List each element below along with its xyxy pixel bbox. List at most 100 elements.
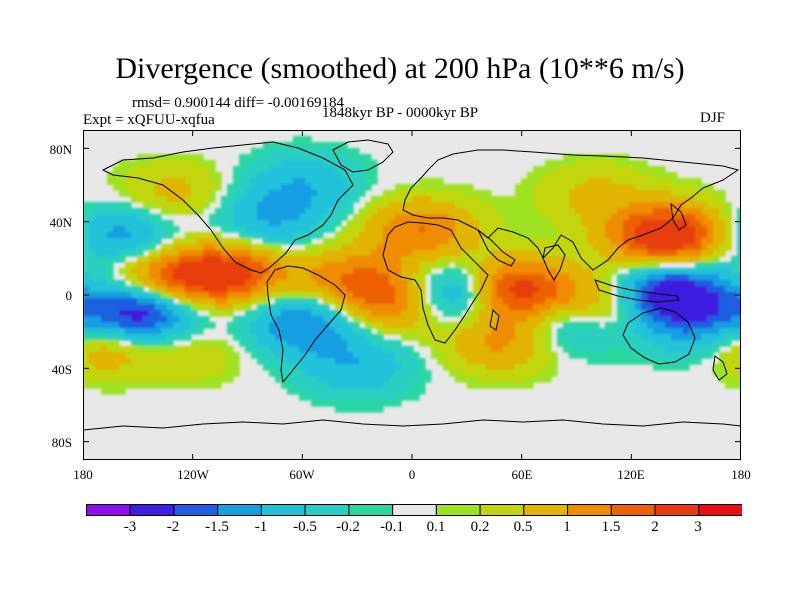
contour-cell: [539, 358, 546, 365]
contour-cell: [353, 160, 360, 167]
contour-cell: [575, 286, 582, 293]
contour-cell: [119, 322, 126, 329]
contour-cell: [659, 190, 666, 197]
contour-cell: [581, 184, 588, 191]
contour-cell: [233, 166, 240, 173]
contour-cell: [551, 238, 558, 245]
contour-cell: [89, 322, 96, 329]
contour-cell: [401, 298, 408, 305]
contour-cell: [509, 280, 516, 287]
contour-cell: [155, 382, 162, 389]
contour-cell: [437, 340, 444, 347]
contour-cell: [149, 334, 156, 341]
contour-cell: [539, 178, 546, 185]
contour-cell: [287, 196, 294, 203]
contour-cell: [629, 244, 636, 251]
contour-cell: [671, 208, 678, 215]
contour-cell: [221, 274, 228, 281]
contour-cell: [497, 244, 504, 251]
contour-cell: [587, 280, 594, 287]
contour-cell: [155, 274, 162, 281]
contour-cell: [305, 322, 312, 329]
contour-cell: [323, 208, 330, 215]
contour-cell: [137, 334, 144, 341]
contour-cell: [689, 346, 696, 353]
contour-cell: [167, 340, 174, 347]
contour-cell: [557, 334, 564, 341]
contour-cell: [377, 370, 384, 377]
contour-cell: [137, 310, 144, 317]
contour-cell: [527, 298, 534, 305]
contour-cell: [707, 322, 714, 329]
contour-cell: [179, 250, 186, 257]
contour-cell: [161, 262, 168, 269]
contour-cell: [599, 286, 606, 293]
contour-cell: [95, 268, 102, 275]
contour-cell: [155, 262, 162, 269]
contour-cell: [485, 190, 492, 197]
contour-cell: [563, 166, 570, 173]
colorbar-label: -2: [166, 519, 180, 535]
contour-cell: [575, 256, 582, 263]
contour-cell: [413, 250, 420, 257]
contour-cell: [347, 334, 354, 341]
contour-cell: [233, 286, 240, 293]
contour-cell: [113, 166, 120, 173]
contour-cell: [119, 160, 126, 167]
contour-cell: [119, 346, 126, 353]
contour-cell: [365, 232, 372, 239]
contour-cell: [245, 220, 252, 227]
contour-cell: [497, 370, 504, 377]
contour-cell: [215, 286, 222, 293]
contour-cell: [263, 190, 270, 197]
contour-cell: [593, 160, 600, 167]
contour-cell: [179, 274, 186, 281]
contour-cell: [641, 214, 648, 221]
contour-cell: [143, 202, 150, 209]
contour-cell: [113, 340, 120, 347]
contour-cell: [131, 208, 138, 215]
contour-cell: [263, 250, 270, 257]
contour-cell: [191, 304, 198, 311]
contour-cell: [143, 352, 150, 359]
north-america-coastline: [101, 141, 354, 274]
contour-cell: [557, 316, 564, 323]
contour-cell: [425, 196, 432, 203]
contour-cell: [269, 286, 276, 293]
contour-cell: [425, 190, 432, 197]
contour-cell: [173, 346, 180, 353]
contour-cell: [443, 226, 450, 233]
contour-cell: [443, 238, 450, 245]
contour-cell: [335, 346, 342, 353]
contour-cell: [551, 274, 558, 281]
contour-cell: [665, 238, 672, 245]
contour-cell: [527, 322, 534, 329]
contour-cell: [83, 352, 90, 359]
contour-cell: [389, 352, 396, 359]
contour-cell: [191, 160, 198, 167]
contour-cell: [419, 262, 426, 269]
contour-cell: [641, 280, 648, 287]
contour-cell: [557, 214, 564, 221]
contour-cell: [641, 172, 648, 179]
contour-cell: [113, 304, 120, 311]
contour-cell: [371, 340, 378, 347]
contour-cell: [491, 298, 498, 305]
contour-cell: [227, 364, 234, 371]
contour-cell: [305, 292, 312, 299]
contour-cell: [701, 256, 708, 263]
contour-cell: [545, 370, 552, 377]
contour-cell: [293, 352, 300, 359]
contour-cell: [695, 304, 702, 311]
contour-cell: [245, 190, 252, 197]
contour-cell: [155, 346, 162, 353]
contour-cell: [719, 202, 726, 209]
contour-cell: [527, 214, 534, 221]
contour-cell: [119, 328, 126, 335]
contour-cell: [89, 280, 96, 287]
contour-cell: [311, 250, 318, 257]
contour-cell: [167, 190, 174, 197]
contour-cell: [695, 346, 702, 353]
contour-cell: [629, 226, 636, 233]
contour-cell: [251, 208, 258, 215]
